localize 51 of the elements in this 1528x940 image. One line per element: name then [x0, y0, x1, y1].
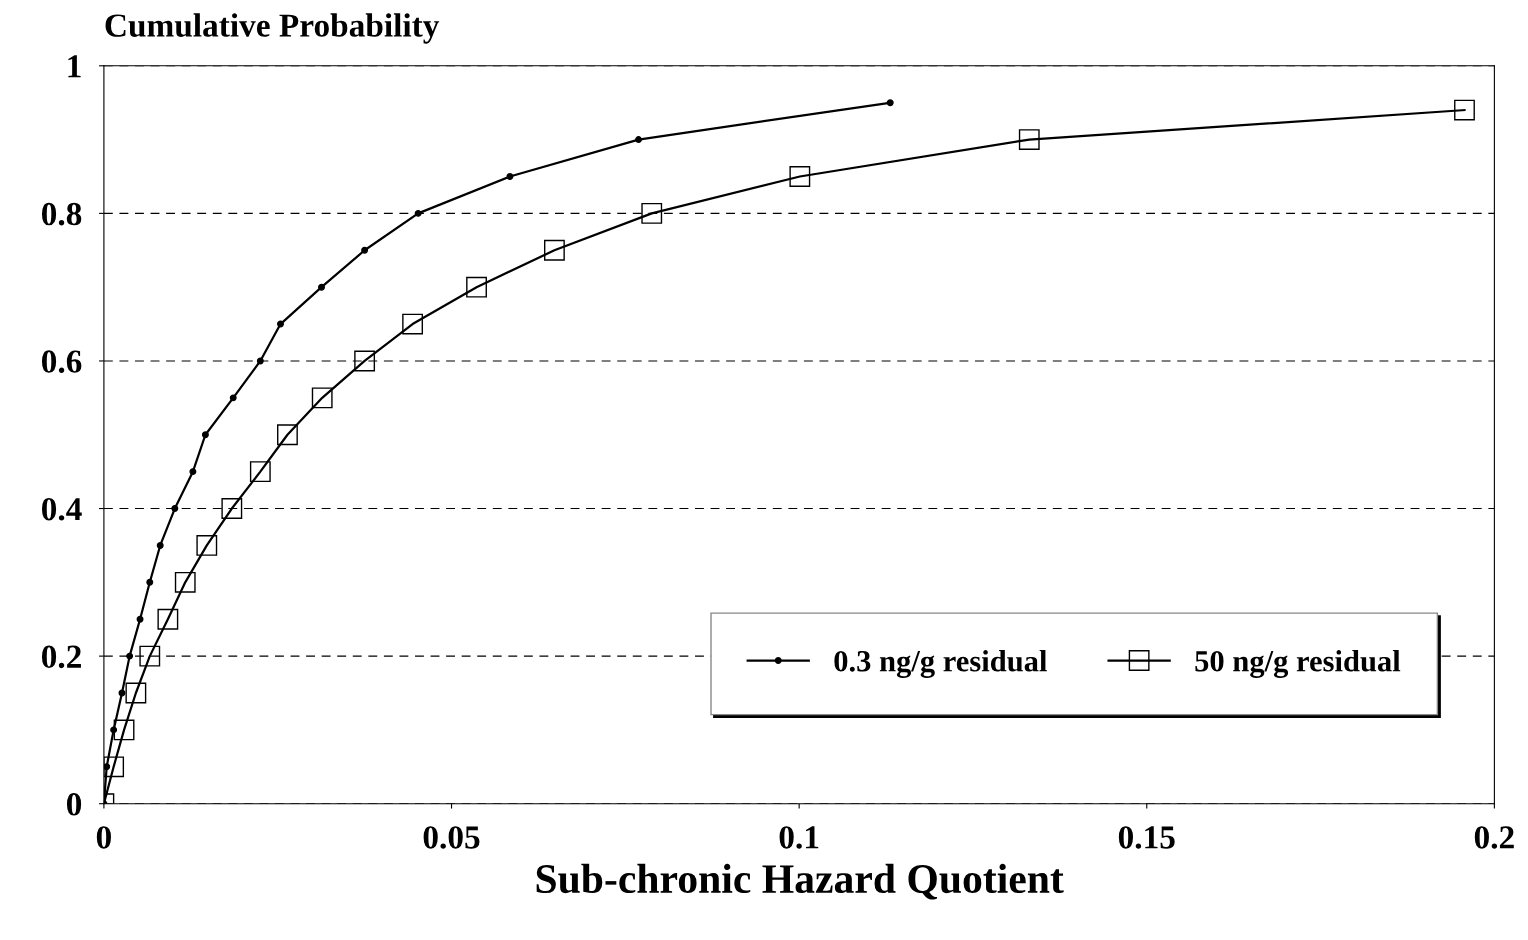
- x-tick-label: 0.15: [1118, 826, 1175, 849]
- x-axis-title: Sub-chronic Hazard Quotient: [536, 863, 1064, 900]
- point: [157, 608, 179, 630]
- point: [113, 719, 135, 741]
- point: [789, 166, 811, 187]
- point: [156, 541, 164, 549]
- point: [229, 394, 237, 402]
- point: [354, 350, 376, 372]
- point: [146, 578, 154, 586]
- point: [136, 615, 144, 623]
- point: [414, 209, 422, 217]
- x-tick-label: 0.2: [1474, 826, 1514, 849]
- x-tick-label: 0: [96, 826, 111, 849]
- point: [196, 535, 218, 556]
- y-tick-label: 0: [66, 793, 82, 816]
- point: [544, 239, 565, 261]
- point: [311, 387, 333, 409]
- point: [103, 763, 111, 771]
- point: [318, 283, 325, 291]
- legend-label: 0.3 ng/g residual: [834, 650, 1047, 678]
- point: [277, 320, 284, 328]
- x-tick-label: 0.1: [779, 826, 819, 849]
- point: [171, 505, 179, 513]
- point: [361, 246, 369, 254]
- point: [189, 468, 197, 476]
- point: [249, 461, 271, 483]
- y-tick-label: 0.6: [41, 350, 82, 373]
- point: [174, 571, 196, 593]
- point: [125, 682, 147, 704]
- point: [103, 756, 125, 778]
- point: [402, 313, 424, 335]
- legend-label: 50 ng/g residual: [1195, 650, 1401, 678]
- point: [126, 652, 134, 660]
- point: [201, 431, 209, 439]
- y-axis-title: Cumulative Probability: [105, 13, 440, 44]
- point: [277, 424, 298, 446]
- point: [641, 202, 663, 224]
- point: [635, 136, 643, 144]
- point: [466, 276, 487, 298]
- y-tick-label: 0.8: [41, 202, 82, 226]
- point: [886, 99, 894, 107]
- y-tick-label: 0.4: [41, 497, 82, 521]
- x-tick-label: 0.05: [423, 826, 480, 849]
- point: [1454, 99, 1475, 121]
- y-tick-label: 0.2: [41, 645, 81, 669]
- point: [256, 357, 264, 365]
- point: [506, 173, 514, 180]
- point: [139, 645, 161, 667]
- point: [221, 498, 243, 519]
- point: [1018, 129, 1040, 151]
- y-tick-label: 1: [68, 55, 81, 78]
